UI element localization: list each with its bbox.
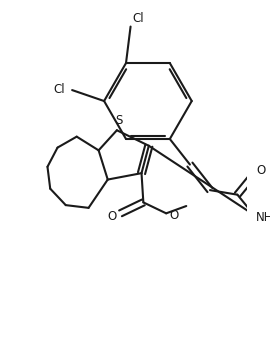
Text: NH: NH [256, 211, 270, 224]
Text: O: O [170, 209, 179, 222]
Text: O: O [256, 165, 266, 177]
Text: Cl: Cl [132, 12, 144, 25]
Text: O: O [108, 211, 117, 223]
Text: Cl: Cl [53, 83, 65, 96]
Text: S: S [115, 114, 122, 127]
